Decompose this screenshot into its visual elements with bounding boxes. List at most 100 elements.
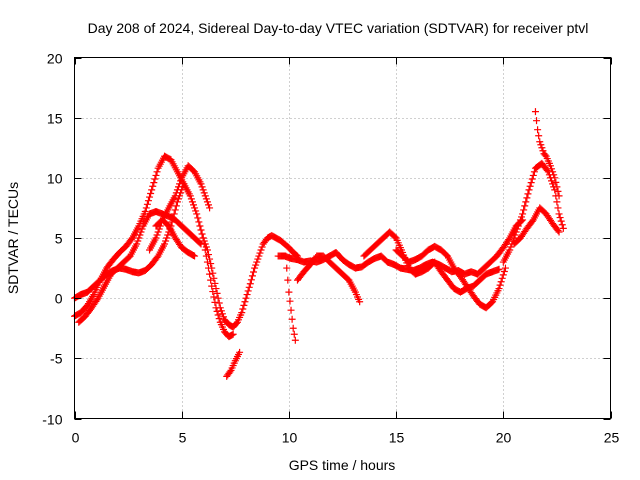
- data-point: [512, 228, 520, 236]
- series-track-15: [531, 108, 563, 200]
- data-point: [528, 175, 536, 183]
- data-point: [526, 182, 534, 190]
- data-point: [188, 198, 196, 206]
- data-point: [93, 296, 101, 304]
- data-point: [520, 206, 528, 214]
- data-point: [203, 198, 211, 206]
- data-point: [209, 288, 217, 296]
- tick-labels: 0 5 10 15 20 25 -10 -5 0 5 10 15 20: [42, 51, 619, 446]
- data-point: [192, 207, 200, 215]
- data-point: [189, 201, 197, 209]
- data-point: [191, 252, 199, 260]
- data-point: [496, 281, 504, 289]
- data-point: [536, 138, 544, 146]
- x-tick-label: 15: [389, 430, 405, 446]
- data-point: [217, 307, 225, 315]
- data-point: [238, 309, 246, 317]
- data-point: [554, 204, 562, 212]
- data-point: [201, 240, 209, 248]
- series-track-4: [146, 162, 214, 254]
- data-point: [523, 194, 531, 202]
- data-point: [522, 198, 530, 206]
- data-point: [538, 144, 546, 152]
- data-point: [242, 294, 250, 302]
- data-point: [202, 195, 210, 203]
- data-point: [518, 213, 526, 221]
- data-point: [248, 272, 256, 280]
- data-point: [174, 195, 182, 203]
- data-point: [243, 291, 251, 299]
- series-track-2: [75, 208, 205, 326]
- data-point: [168, 218, 176, 226]
- data-point: [199, 186, 207, 194]
- data-point: [213, 307, 221, 315]
- data-point: [514, 222, 522, 230]
- data-point: [250, 268, 258, 276]
- data-point: [229, 330, 237, 338]
- data-point: [216, 304, 224, 312]
- data-point: [209, 269, 217, 277]
- x-tick-label: 0: [72, 430, 80, 446]
- data-point: [498, 274, 506, 282]
- series-track-10: [293, 252, 364, 306]
- y-tick-label: -5: [50, 351, 63, 367]
- data-point: [284, 276, 292, 284]
- data-point: [245, 283, 253, 291]
- data-point: [197, 226, 205, 234]
- data-point: [174, 183, 182, 191]
- series-track-6: [199, 232, 301, 331]
- data-point: [137, 228, 145, 236]
- data-point: [531, 108, 539, 116]
- data-point: [519, 210, 527, 218]
- series-track-1: [71, 152, 237, 341]
- data-point: [513, 225, 521, 233]
- series-track-11: [360, 228, 503, 296]
- data-point: [136, 231, 144, 239]
- data-point: [252, 261, 260, 269]
- data-point: [524, 190, 532, 198]
- data-point: [501, 264, 509, 272]
- data-point: [194, 214, 202, 222]
- data-point: [559, 224, 567, 232]
- data-point: [537, 141, 545, 149]
- data-point: [191, 204, 199, 212]
- data-point: [133, 240, 141, 248]
- data-point: [138, 225, 146, 233]
- data-point: [500, 267, 508, 275]
- data-point: [550, 171, 558, 179]
- y-tick-label: 15: [47, 111, 63, 127]
- data-point: [255, 252, 263, 260]
- data-point: [154, 228, 162, 236]
- data-point: [171, 206, 179, 214]
- data-point: [198, 230, 206, 238]
- data-point: [548, 177, 556, 185]
- data-point: [226, 368, 234, 376]
- data-point: [356, 298, 364, 306]
- data-point: [530, 168, 538, 176]
- data-point: [510, 234, 518, 242]
- data-point: [525, 186, 533, 194]
- y-axis-label: SDTVAR / TECUs: [5, 182, 21, 294]
- x-tick-label: 5: [179, 430, 187, 446]
- data-point: [193, 210, 201, 218]
- data-point: [164, 231, 172, 239]
- data-point: [555, 228, 563, 236]
- data-point: [232, 319, 240, 327]
- data-point: [163, 234, 171, 242]
- data-point: [196, 222, 204, 230]
- series-track-13: [499, 159, 567, 266]
- data-point: [290, 330, 298, 338]
- data-point: [214, 294, 222, 302]
- data-point: [172, 202, 180, 210]
- series-track-7: [223, 348, 244, 380]
- data-point: [244, 287, 252, 295]
- data-point: [552, 178, 560, 186]
- data-point: [253, 258, 261, 266]
- data-point: [213, 289, 221, 297]
- data-point: [161, 240, 169, 248]
- data-point: [247, 276, 255, 284]
- data-point: [152, 234, 160, 242]
- ticks: [74, 57, 612, 420]
- data-point: [543, 166, 551, 174]
- data-point: [177, 177, 185, 185]
